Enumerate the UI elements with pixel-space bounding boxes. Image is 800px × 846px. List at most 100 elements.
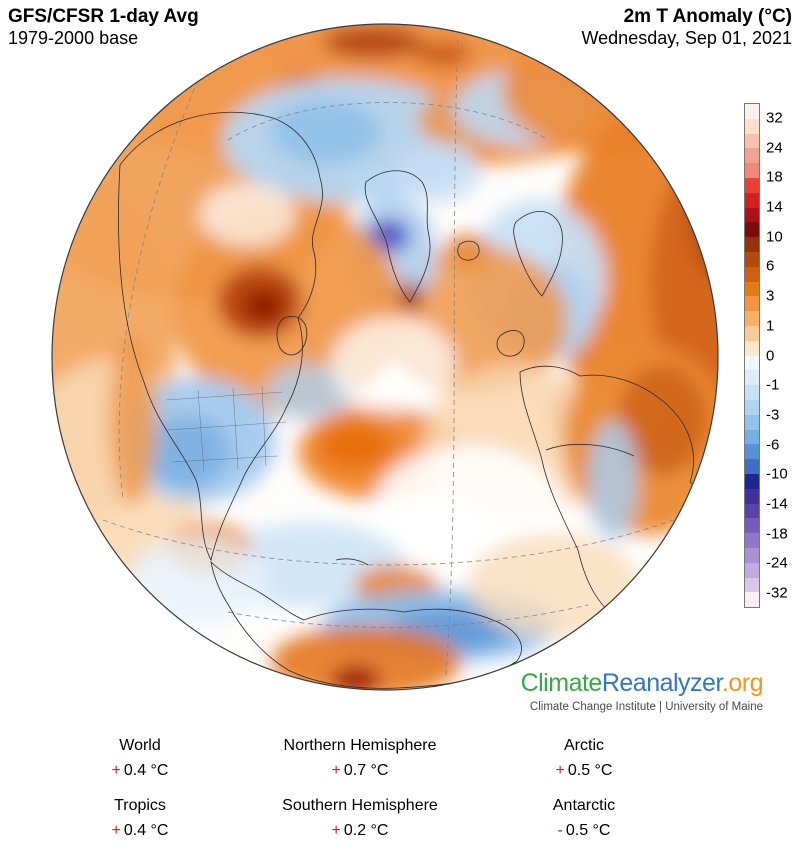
model-title: GFS/CFSR 1-day Avg — [8, 6, 199, 27]
stat-sign: + — [331, 822, 341, 839]
colorbar-band — [745, 237, 759, 252]
anomaly-region-westcoast-orange — [109, 335, 157, 505]
colorbar-band — [745, 104, 759, 119]
colorbar-tick-label: 0 — [766, 347, 775, 364]
stat-sign: + — [555, 762, 565, 779]
colorbar-band — [745, 592, 759, 608]
colorbar-tick-label: -10 — [766, 465, 788, 483]
state-border — [197, 389, 205, 473]
colorbar-band — [745, 370, 759, 386]
stat-northern-hemisphere: Northern Hemisphere +0.7 °C — [230, 737, 490, 780]
colorbar-band — [745, 133, 759, 149]
colorbar-band — [745, 429, 759, 445]
stat-number: 0.7 °C — [343, 762, 389, 779]
coastline — [210, 560, 522, 689]
state-border — [167, 421, 287, 431]
stat-value: +0.7 °C — [230, 762, 490, 780]
colorbar-band — [745, 355, 759, 371]
variable-title: 2m T Anomaly (°C) — [623, 6, 792, 27]
institute-tagline: Climate Change Institute | University of… — [529, 701, 763, 713]
logo-reanalyzer: Reanalyzer — [601, 669, 723, 697]
coastline — [276, 316, 308, 356]
anomaly-blob-layer — [52, 24, 718, 690]
anomaly-region-east-dark — [651, 157, 718, 407]
stat-label: Tropics — [114, 797, 166, 814]
colorbar-tick-label: -3 — [766, 406, 780, 424]
coastline — [335, 558, 369, 566]
anomaly-region-canada-core — [246, 291, 282, 321]
colorbar-band — [745, 340, 759, 356]
anomaly-region-africa-dark — [618, 365, 708, 475]
stat-arctic: Arctic +0.5 °C — [454, 737, 714, 780]
stat-label: Northern Hemisphere — [283, 737, 437, 754]
colorbar-band — [745, 163, 759, 178]
stat-antarctic: Antarctic -0.5 °C — [454, 797, 714, 840]
anomaly-region-top-dark-1 — [323, 26, 423, 58]
graticule-line — [445, 39, 459, 676]
anomaly-region-sa-orange — [271, 626, 461, 690]
colorbar-tick-label: -32 — [766, 584, 788, 602]
colorbar-band — [745, 414, 759, 430]
state-border — [232, 387, 239, 471]
colorbar-tick-label: -18 — [766, 525, 788, 543]
stat-label: Arctic — [564, 737, 604, 754]
anomaly-region-ncanada-blue — [396, 142, 480, 202]
state-border — [171, 455, 279, 463]
anomaly-region-white-arctic — [200, 183, 296, 247]
coastline — [364, 170, 431, 303]
colorbar-band — [745, 148, 759, 164]
stat-number: 0.4 °C — [123, 762, 169, 779]
colorbar-tick-label: 14 — [766, 198, 783, 216]
colorbar-tick-label: 10 — [766, 228, 783, 246]
colorbar-band — [745, 399, 759, 415]
globe-svg — [51, 23, 719, 691]
temperature-colorbar — [744, 103, 760, 608]
colorbar-tick-label: 18 — [766, 168, 783, 186]
colorbar-band — [745, 222, 759, 238]
colorbar-band — [745, 503, 759, 519]
header-right: 2m T Anomaly (°C) Wednesday, Sep 01, 202… — [582, 5, 793, 50]
climate-reanalyzer-logo[interactable]: ClimateReanalyzer.org — [521, 669, 764, 698]
colorbar-band — [745, 266, 759, 282]
stat-number: 0.2 °C — [343, 822, 389, 839]
date-subtitle: Wednesday, Sep 01, 2021 — [581, 28, 793, 49]
stat-value: +0.5 °C — [454, 762, 714, 780]
logo-org: .org — [721, 669, 764, 697]
colorbar-tick-label: 3 — [766, 287, 775, 305]
globe-map — [48, 20, 722, 694]
graticule-line — [227, 604, 589, 628]
colorbar-tick-label: 6 — [766, 257, 775, 275]
colorbar-tick-label: -14 — [766, 495, 788, 513]
graticule-layer — [102, 39, 674, 676]
graticule-line — [102, 519, 674, 566]
stat-tropics: Tropics +0.4 °C — [10, 797, 270, 840]
stat-number: 0.5 °C — [565, 822, 611, 839]
colorbar-band — [745, 207, 759, 223]
anomaly-region-sw-sea-pale — [128, 535, 268, 625]
stat-sign: + — [111, 762, 121, 779]
state-border — [165, 391, 284, 401]
stat-sign: + — [111, 822, 121, 839]
colorbar-band — [745, 385, 759, 400]
colorbar-tick-label: 1 — [766, 317, 775, 335]
stat-label: Antarctic — [552, 797, 616, 814]
colorbar-band — [745, 488, 759, 504]
baseline-subtitle: 1979-2000 base — [8, 28, 139, 49]
colorbar-band — [745, 296, 759, 312]
colorbar-band — [745, 281, 759, 297]
stat-value: +0.4 °C — [10, 762, 270, 780]
anomaly-region-labrador-white — [331, 317, 455, 413]
graticule-line — [227, 102, 549, 141]
colorbar-band — [745, 533, 759, 548]
colorbar-band — [745, 562, 759, 578]
anomaly-region-wafrica-blue — [588, 420, 638, 540]
colorbar-band — [745, 325, 759, 341]
stat-value: +0.2 °C — [230, 822, 490, 840]
coastline — [457, 240, 480, 261]
coastline — [118, 111, 323, 562]
stat-value: -0.5 °C — [454, 822, 714, 840]
colorbar-band — [745, 459, 759, 474]
colorbar-band — [745, 192, 759, 208]
colorbar-band — [745, 473, 759, 489]
colorbar-band — [745, 547, 759, 563]
